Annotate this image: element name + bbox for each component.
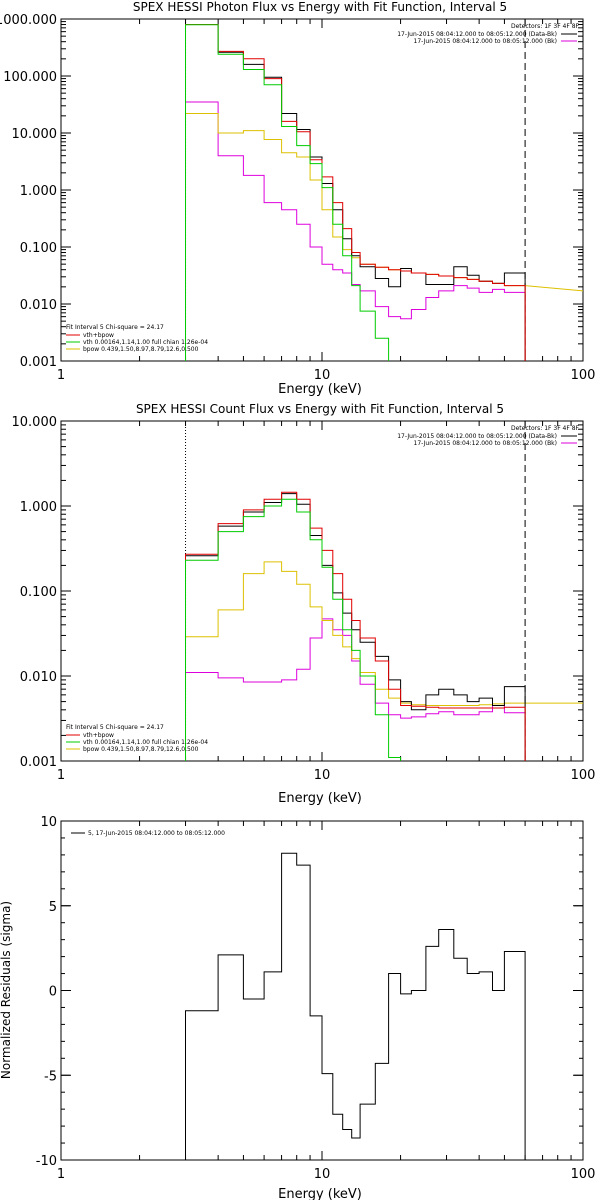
photon-flux-xlabel: Energy (keV)	[278, 382, 362, 397]
x-tick-label: 100	[571, 1167, 596, 1182]
y-ticks: 10.000 1.000 0.100 0.010 0.001	[12, 415, 583, 770]
residuals-legend-label: 5, 17-Jun-2015 08:04:12.000 to 08:05:12.…	[88, 830, 225, 837]
series-group	[185, 852, 526, 1160]
x-ticks: 1 10 100	[57, 19, 596, 383]
fit-legend-header: Fit Interval 5 Chi-square = 24.17	[66, 324, 164, 331]
legend-left: Fit Interval 5 Chi-square = 24.17vth+bpo…	[66, 724, 208, 753]
photon-flux-title: SPEX HESSI Photon Flux vs Energy with Fi…	[133, 0, 507, 14]
energy-range-markers	[185, 19, 526, 361]
legend-entry-label: 17-Jun-2015 08:04:12.000 to 08:05:12.000…	[397, 31, 557, 38]
y-ticks: 10 5 0 -5 -10	[36, 815, 583, 1169]
y-tick-label: 0.001	[20, 355, 57, 370]
series-data-line	[185, 493, 526, 761]
legend-entry-label: 17-Jun-2015 08:04:12.000 to 08:05:12.000…	[414, 38, 557, 45]
count-flux-xlabel: Energy (keV)	[278, 791, 362, 806]
y-tick-label: 10.000	[12, 415, 58, 430]
x-tick-label: 10	[314, 768, 331, 783]
y-tick-label: 0.010	[20, 670, 57, 685]
y-tick-label: 0.100	[20, 241, 57, 256]
series-vth-line	[185, 24, 390, 361]
residuals-xlabel: Energy (keV)	[278, 1187, 362, 1200]
x-tick-label: 1	[57, 368, 65, 383]
y-tick-label: 0	[49, 985, 57, 1000]
count-flux-panel: SPEX HESSI Count Flux vs Energy with Fit…	[12, 402, 596, 806]
fit-legend-label: vth 0.00164,1.14,1.00 full chian 1.26e-0…	[83, 739, 208, 746]
fit-legend-label: vth+bpow	[83, 332, 114, 339]
legend-left: Fit Interval 5 Chi-square = 24.17vth+bpo…	[66, 324, 208, 353]
legend-header: Detectors: 1F 3F 4F 8F	[511, 23, 580, 30]
y-tick-label: 0.001	[20, 755, 57, 770]
series-total-line	[185, 24, 526, 361]
y-tick-label: -5	[44, 1069, 57, 1084]
photon-flux-panel: SPEX HESSI Photon Flux vs Energy with Fi…	[0, 0, 595, 397]
x-tick-label: 10	[314, 1167, 331, 1182]
y-tick-label: 0.010	[20, 298, 57, 313]
y-tick-label: 0.100	[20, 585, 57, 600]
fit-legend-label: bpow 0.439,1.50,8.97,8.79,12.6,0.500	[83, 346, 199, 353]
residuals-ylabel: Normalized Residuals (sigma)	[0, 901, 13, 1079]
residuals-legend: 5, 17-Jun-2015 08:04:12.000 to 08:05:12.…	[71, 830, 225, 837]
fit-legend-header: Fit Interval 5 Chi-square = 24.17	[66, 724, 164, 731]
series-group	[185, 491, 583, 761]
legend-entry-label: 17-Jun-2015 08:04:12.000 to 08:05:12.000…	[414, 440, 557, 447]
x-tick-label: 10	[314, 368, 331, 383]
y-tick-label: 10.000	[12, 127, 58, 142]
series-bpow-tail	[525, 285, 583, 292]
y-tick-label: -10	[36, 1154, 57, 1169]
x-tick-label: 100	[571, 368, 596, 383]
fit-legend-label: vth 0.00164,1.14,1.00 full chian 1.26e-0…	[83, 339, 208, 346]
series-bk-line	[185, 101, 526, 361]
energy-range-markers	[185, 421, 526, 761]
series-bpow-line	[185, 113, 526, 361]
series-data-line	[185, 24, 526, 361]
series-group	[185, 24, 583, 361]
x-ticks: 1 10 100	[57, 421, 596, 783]
y-tick-label: 1.000	[20, 500, 57, 515]
residuals-line	[185, 852, 526, 1160]
y-tick-label: 5	[49, 900, 57, 915]
y-tick-label: 100.000	[3, 70, 57, 85]
x-ticks: 1 10 100	[57, 821, 596, 1182]
x-tick-label: 1	[57, 768, 65, 783]
y-tick-label: 10	[40, 815, 57, 830]
y-ticks: 1000.000 100.000 10.000 1.000 0.100 0.010 0.00…	[0, 13, 583, 370]
series-bk-line	[185, 618, 526, 761]
legend-header: Detectors: 1F 3F 4F 8F	[511, 425, 580, 432]
series-vth-line	[185, 498, 402, 761]
x-tick-label: 100	[571, 768, 596, 783]
series-total-line	[185, 491, 526, 761]
y-tick-label: 1.000	[20, 184, 57, 199]
series-bpow-line	[185, 561, 526, 761]
fit-legend-label: vth+bpow	[83, 732, 114, 739]
y-tick-label: 1000.000	[0, 13, 57, 28]
fit-legend-label: bpow 0.439,1.50,8.97,8.79,12.6,0.500	[83, 746, 199, 753]
x-tick-label: 1	[57, 1167, 65, 1182]
count-flux-title: SPEX HESSI Count Flux vs Energy with Fit…	[136, 402, 504, 416]
legend-entry-label: 17-Jun-2015 08:04:12.000 to 08:05:12.000…	[397, 433, 557, 440]
residuals-panel: Energy (keV) Normalized Residuals (sigma…	[0, 815, 595, 1200]
